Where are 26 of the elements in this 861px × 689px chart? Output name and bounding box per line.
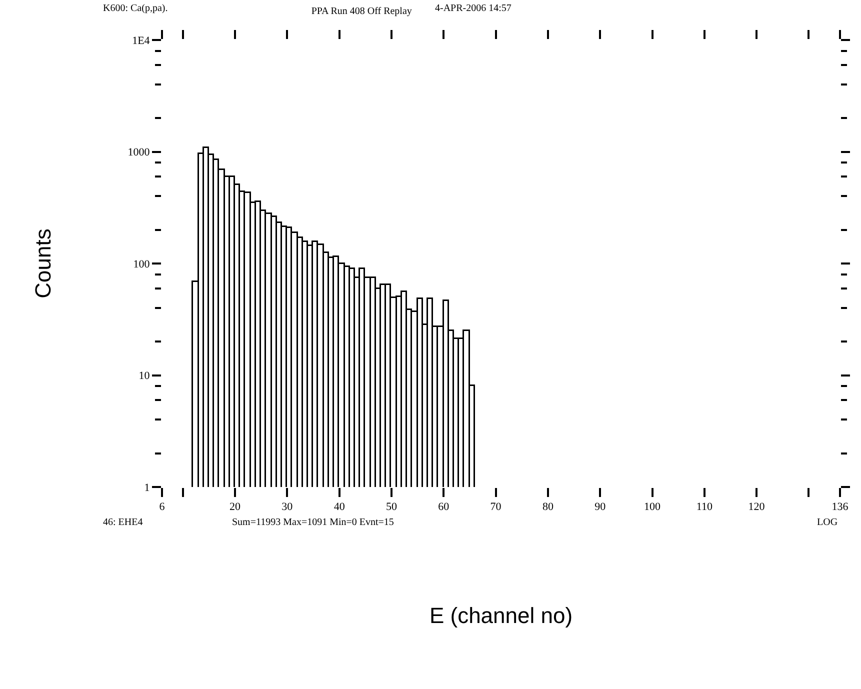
- y-tick-label: 1E4: [132, 34, 150, 47]
- y-tick-label: 1000: [128, 146, 150, 159]
- x-tick-label: 120: [748, 501, 766, 514]
- x-tick-label: 60: [438, 501, 450, 514]
- x-axis-title: E (channel no): [429, 603, 573, 628]
- x-tick-label: 80: [542, 501, 554, 514]
- x-tick-label: 50: [386, 501, 398, 514]
- x-tick-label: 70: [490, 501, 502, 514]
- text: 4-APR-2006 14:57: [435, 3, 512, 14]
- text: Sum=11993 Max=1091 Min=0 Evnt=15: [232, 517, 394, 528]
- text: 46: EHE4: [103, 517, 143, 528]
- chart-title: PPA Run 408 Off Replay: [311, 6, 412, 17]
- x-tick-label: 6: [159, 501, 166, 514]
- y-tick-label: 10: [138, 370, 150, 382]
- y-axis-title: Counts: [30, 228, 56, 298]
- text: K600: Ca(p,pa).: [103, 3, 168, 14]
- x-tick-label: 30: [282, 501, 294, 514]
- y-tick-label: 1: [144, 482, 150, 494]
- x-tick-label: 100: [644, 501, 661, 514]
- x-tick-label: 90: [594, 501, 606, 514]
- x-tick-label: 136: [832, 501, 849, 514]
- text: LOG: [817, 517, 838, 528]
- y-tick-label: 100: [133, 258, 150, 270]
- x-tick-label: 20: [230, 501, 242, 514]
- x-tick-label: 110: [696, 501, 713, 514]
- x-tick-label: 40: [334, 501, 346, 514]
